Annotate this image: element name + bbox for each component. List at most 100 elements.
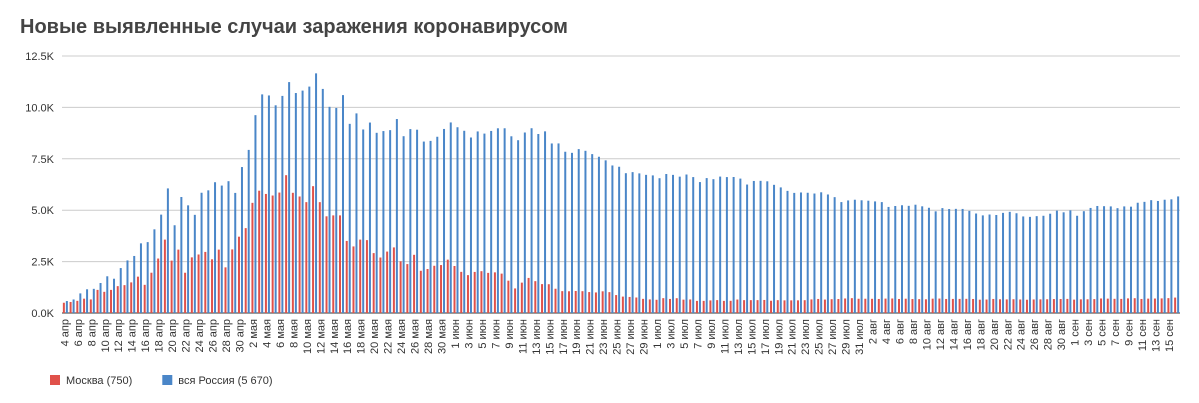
bar bbox=[440, 265, 443, 313]
x-tick-label: 9 июл bbox=[706, 319, 718, 349]
bar bbox=[601, 291, 604, 313]
bar bbox=[541, 284, 544, 313]
bar bbox=[604, 160, 607, 313]
bar bbox=[1163, 199, 1166, 313]
bar bbox=[487, 272, 490, 313]
bar bbox=[1039, 299, 1042, 313]
bar bbox=[1005, 299, 1008, 313]
bar bbox=[655, 299, 658, 313]
bar bbox=[133, 255, 136, 313]
x-tick-label: 22 авг bbox=[1002, 319, 1014, 350]
x-tick-label: 10 мая bbox=[302, 319, 314, 354]
bar bbox=[375, 132, 378, 313]
x-tick-label: 8 апр bbox=[86, 319, 98, 346]
bar bbox=[173, 225, 176, 313]
bar bbox=[682, 299, 685, 313]
x-tick-label: 26 мая bbox=[410, 319, 422, 354]
x-tick-label: 18 авг bbox=[975, 319, 987, 350]
bar bbox=[692, 177, 695, 313]
bar bbox=[500, 273, 503, 313]
bar bbox=[150, 272, 153, 313]
bar bbox=[1167, 298, 1170, 313]
bar bbox=[864, 298, 867, 313]
bar bbox=[345, 240, 348, 313]
bar bbox=[402, 136, 405, 313]
bar bbox=[143, 284, 146, 313]
bar bbox=[665, 174, 668, 313]
bar bbox=[1133, 298, 1136, 313]
bar bbox=[389, 130, 392, 313]
bar bbox=[386, 251, 389, 313]
legend-label: вся Россия (5 670) bbox=[178, 375, 272, 387]
bar bbox=[308, 86, 311, 313]
x-tick-label: 16 авг bbox=[962, 319, 974, 350]
bar bbox=[453, 265, 456, 313]
bar bbox=[631, 172, 634, 313]
bar bbox=[615, 295, 618, 313]
x-tick-label: 11 сен bbox=[1137, 319, 1149, 351]
bar bbox=[880, 202, 883, 313]
bar bbox=[514, 288, 517, 313]
bar bbox=[550, 143, 553, 313]
bar bbox=[166, 188, 169, 313]
bar bbox=[339, 215, 341, 313]
bar bbox=[752, 180, 755, 313]
x-tick-label: 16 апр bbox=[140, 319, 152, 352]
bar bbox=[806, 192, 809, 313]
bar bbox=[294, 93, 297, 313]
bar bbox=[1136, 202, 1139, 313]
bar bbox=[588, 292, 591, 313]
bar bbox=[685, 174, 688, 313]
bar bbox=[1055, 210, 1058, 313]
x-tick-label: 17 июн bbox=[558, 319, 570, 355]
x-tick-label: 16 мая bbox=[342, 319, 354, 354]
bar bbox=[557, 143, 560, 313]
bar bbox=[608, 292, 611, 313]
bar bbox=[938, 298, 941, 313]
y-tick-label: 2.5K bbox=[31, 257, 54, 269]
bar bbox=[830, 299, 833, 313]
x-tick-label: 5 июн bbox=[477, 319, 489, 349]
x-tick-label: 28 мая bbox=[423, 319, 435, 354]
legend-swatch bbox=[50, 375, 60, 385]
bar bbox=[392, 247, 395, 313]
bar bbox=[981, 215, 984, 313]
bar bbox=[1069, 210, 1072, 313]
bar bbox=[476, 131, 479, 313]
x-tick-label: 29 июн bbox=[639, 319, 651, 355]
bar bbox=[469, 137, 472, 313]
bar bbox=[884, 298, 887, 313]
bar bbox=[860, 200, 863, 313]
bar bbox=[301, 90, 304, 313]
x-tick-label: 13 июн bbox=[531, 319, 543, 355]
bar bbox=[123, 285, 126, 313]
bar bbox=[456, 127, 459, 313]
bar bbox=[305, 202, 308, 313]
x-tick-label: 2 мая bbox=[248, 319, 260, 348]
bar bbox=[170, 260, 173, 313]
bar bbox=[503, 128, 506, 313]
bar bbox=[89, 299, 92, 313]
x-tick-label: 12 апр bbox=[113, 319, 125, 352]
x-tick-label: 4 мая bbox=[261, 319, 273, 348]
bar bbox=[783, 300, 786, 313]
bar bbox=[406, 264, 409, 313]
bar bbox=[153, 229, 156, 313]
x-tick-label: 14 апр bbox=[127, 319, 139, 352]
bar bbox=[204, 251, 207, 313]
legend-label: Москва (750) bbox=[66, 375, 132, 387]
bar bbox=[460, 271, 463, 313]
bar bbox=[1049, 213, 1052, 313]
bar bbox=[436, 136, 439, 313]
bar bbox=[786, 190, 789, 313]
bar bbox=[743, 300, 746, 313]
bar bbox=[65, 301, 68, 313]
bar bbox=[267, 95, 270, 313]
bar bbox=[951, 298, 954, 313]
bar bbox=[217, 249, 220, 313]
x-tick-label: 3 июн bbox=[463, 319, 475, 349]
bar bbox=[1008, 211, 1011, 313]
bar bbox=[770, 300, 773, 313]
bar bbox=[581, 291, 584, 313]
bar bbox=[496, 128, 499, 313]
